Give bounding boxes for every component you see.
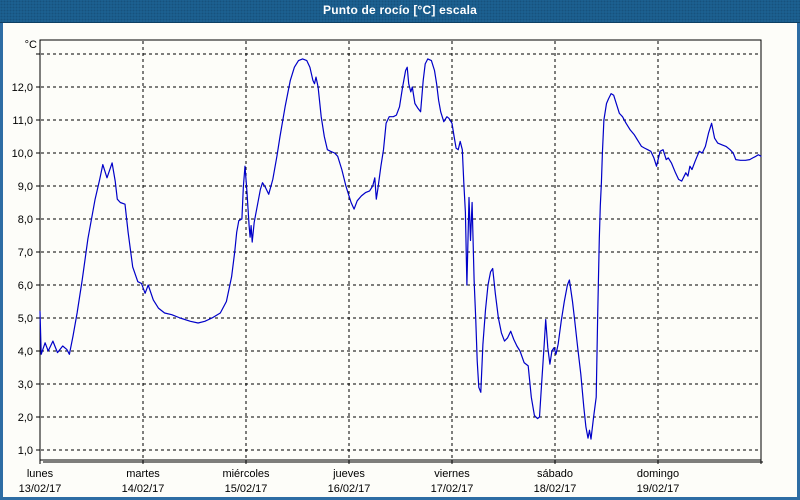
dewpoint-series-line — [39, 58, 762, 440]
x-day-label: miércoles — [222, 468, 270, 480]
plot-border — [39, 39, 762, 461]
x-date-label: 15/02/17 — [225, 483, 268, 495]
x-date-label: 17/02/17 — [431, 483, 474, 495]
x-day-label: jueves — [332, 468, 365, 480]
window-title: Punto de rocío [°C] escala — [322, 3, 478, 17]
x-date-label: 16/02/17 — [328, 483, 371, 495]
y-tick-label: 5,0 — [18, 313, 33, 325]
y-tick-label: 11,0 — [12, 115, 33, 127]
x-date-label: 18/02/17 — [534, 483, 577, 495]
x-date-label: 14/02/17 — [122, 483, 165, 495]
x-day-label: martes — [126, 468, 160, 480]
x-date-label: 19/02/17 — [637, 483, 680, 495]
y-tick-label: 12,0 — [12, 82, 33, 94]
y-tick-label: 6,0 — [18, 280, 33, 292]
y-tick-label: 1,0 — [18, 445, 33, 457]
y-tick-label: 9,0 — [18, 181, 33, 193]
window-titlebar[interactable]: Punto de rocío [°C] escala — [0, 0, 800, 23]
x-day-label: viernes — [434, 468, 470, 480]
y-tick-label: 8,0 — [18, 214, 33, 226]
y-tick-label: 3,0 — [18, 379, 33, 391]
x-day-label: domingo — [637, 468, 679, 480]
x-day-label: lunes — [27, 468, 54, 480]
y-tick-label: 2,0 — [18, 412, 33, 424]
y-tick-label: 7,0 — [18, 247, 33, 259]
x-date-label: 13/02/17 — [19, 483, 62, 495]
y-tick-label: 10,0 — [12, 148, 33, 160]
y-tick-label: 4,0 — [18, 346, 33, 358]
x-day-label: sábado — [537, 468, 573, 480]
y-axis-unit-label: °C — [25, 39, 37, 51]
